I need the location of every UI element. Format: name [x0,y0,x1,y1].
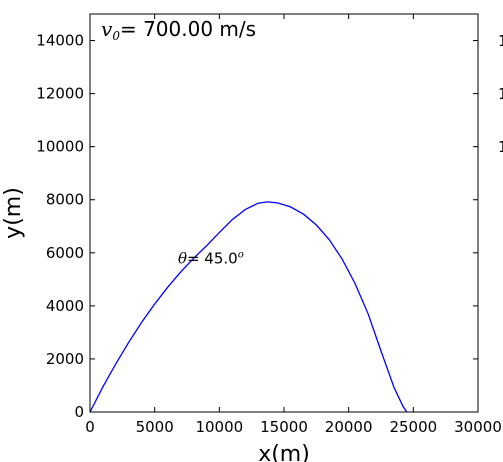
trajectory-line [89,201,408,413]
y-tick-label: 8000 [46,191,84,209]
angle-degree-mark: o [238,249,244,260]
x-tick-label: 25000 [389,418,437,436]
plot-area [90,14,478,412]
plot-frame [89,13,479,413]
clipped-right-label: 1 [498,85,503,103]
x-tick-label: 30000 [454,418,502,436]
y-axis-ticks: 0 2000 4000 6000 8000 10000 12000 14000 [36,32,478,421]
x-tick-label: 10000 [195,418,243,436]
y-tick-label: 12000 [36,85,84,103]
y-tick-label: 14000 [36,32,84,50]
velocity-annotation: v0= 700.00 m/s [101,17,256,43]
angle-annotation: θ= 45.0o [178,249,244,267]
x-tick-label: 5000 [136,418,174,436]
velocity-value: = 700.00 m/s [120,17,256,41]
y-tick-label: 4000 [46,297,84,315]
y-tick-label: 0 [74,403,84,421]
x-tick-label: 0 [85,418,95,436]
x-tick-label: 20000 [325,418,373,436]
y-axis-label: y(m) [1,187,26,239]
angle-value: = 45.0 [187,249,238,267]
x-tick-label: 15000 [260,418,308,436]
y-tick-label: 10000 [36,138,84,156]
x-axis-ticks: 0 5000 10000 15000 20000 25000 30000 [85,14,502,436]
y-tick-label: 2000 [46,350,84,368]
velocity-symbol: v [101,17,113,41]
x-axis-label: x(m) [258,442,310,462]
angle-symbol: θ [178,249,187,267]
y-tick-label: 6000 [46,244,84,262]
velocity-subscript: 0 [112,29,120,43]
clipped-right-label: 1 [498,32,503,50]
clipped-right-label: 1 [498,138,503,156]
